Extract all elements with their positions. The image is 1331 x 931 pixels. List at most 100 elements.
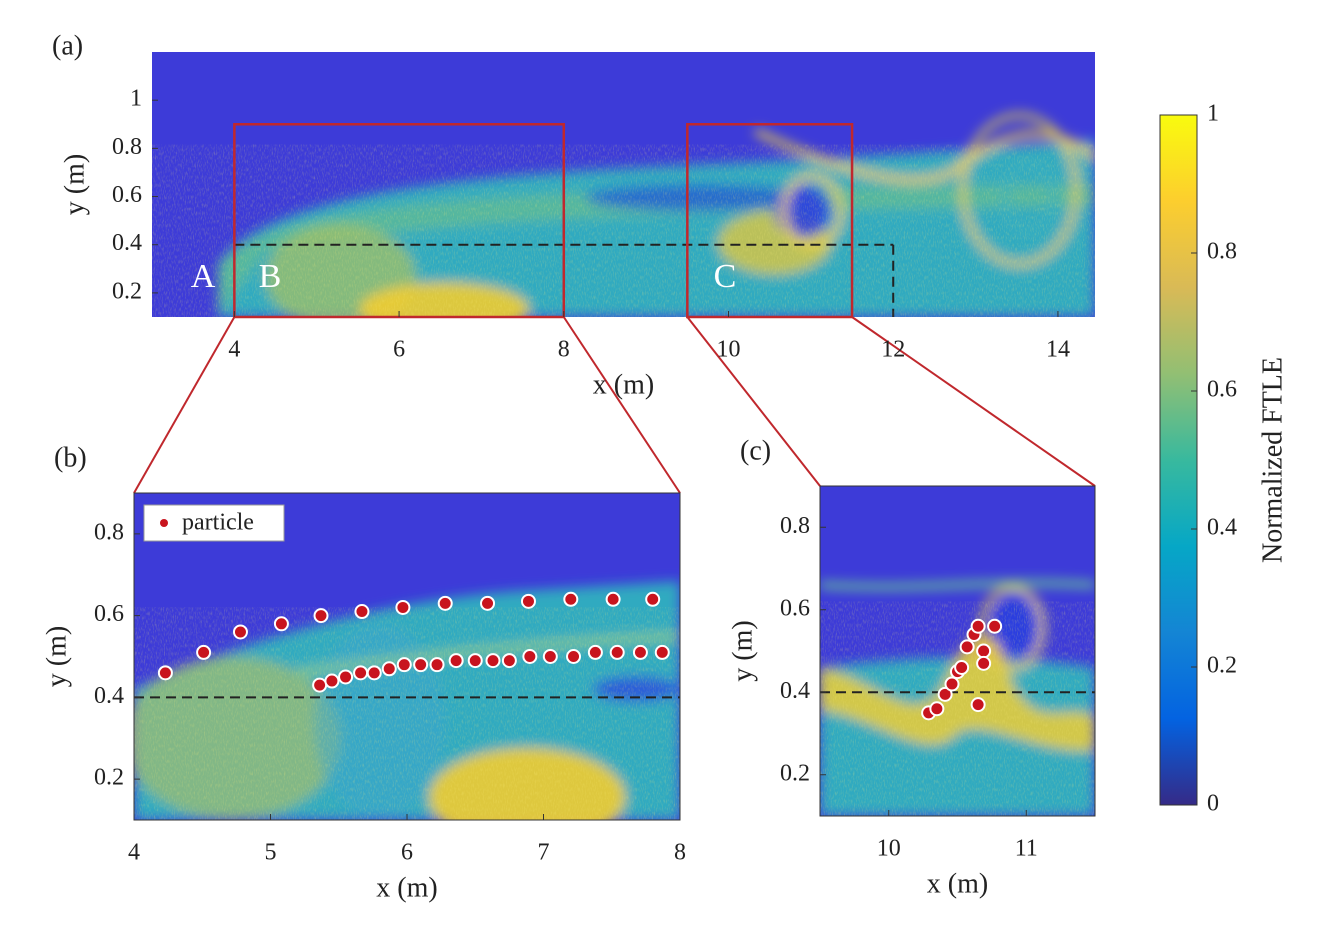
particle — [522, 649, 538, 664]
particle — [501, 653, 517, 669]
particle — [987, 618, 1003, 634]
x-tick-label: 11 — [1015, 836, 1038, 862]
field-grain — [820, 601, 1095, 816]
particle — [937, 686, 953, 702]
particle — [959, 639, 975, 655]
particle — [467, 653, 483, 669]
particle — [970, 618, 986, 634]
particle — [976, 643, 992, 659]
x-axis-label: x (m) — [927, 868, 988, 899]
zoom-connector — [133, 316, 236, 494]
y-tick-label: 0.4 — [112, 230, 142, 256]
y-axis-label: y (m) — [727, 620, 758, 681]
particle — [354, 604, 370, 620]
particle — [338, 669, 354, 685]
particle — [381, 661, 397, 677]
y-tick-label: 0.4 — [780, 678, 810, 704]
legend-label: particle — [182, 510, 254, 536]
plot-frame — [819, 485, 1096, 817]
region-label: B — [259, 258, 282, 295]
field-grain — [152, 144, 1095, 317]
colorbar-tick-label: 1 — [1207, 101, 1219, 127]
particle — [366, 665, 382, 681]
particle — [312, 677, 328, 693]
zoom-connector — [686, 316, 821, 487]
particle — [563, 591, 579, 607]
colorbar-tick-label: 0.4 — [1207, 515, 1237, 541]
particle — [396, 657, 412, 673]
colorbar-tick-label: 0.6 — [1207, 377, 1237, 403]
colorbar-tick-label: 0.8 — [1207, 239, 1237, 265]
panel-label: (b) — [54, 442, 87, 473]
x-tick-label: 8 — [558, 337, 570, 363]
particle — [654, 644, 670, 660]
colorbar-tick-label: 0.2 — [1207, 653, 1237, 679]
x-tick-label: 10 — [717, 337, 741, 363]
y-tick-label: 0.8 — [94, 519, 124, 545]
particle — [273, 616, 289, 632]
x-tick-label: 7 — [538, 840, 550, 866]
heatmap-field — [134, 493, 680, 820]
y-tick-label: 0.6 — [94, 601, 124, 627]
particle — [480, 595, 496, 611]
particle — [632, 644, 648, 660]
particle — [157, 665, 173, 681]
particle — [232, 624, 248, 640]
colorbar-tick-label: 0 — [1207, 791, 1219, 817]
zoom-connector — [562, 316, 681, 494]
y-tick-label: 0.4 — [94, 683, 124, 709]
y-axis-label: y (m) — [59, 154, 90, 215]
particle — [429, 657, 445, 673]
x-tick-label: 4 — [128, 840, 140, 866]
x-tick-label: 10 — [877, 836, 901, 862]
heatmap-field — [152, 52, 1095, 317]
y-tick-label: 0.6 — [112, 182, 142, 208]
x-tick-label: 5 — [265, 840, 277, 866]
zoom-connector — [851, 316, 1096, 487]
particle — [645, 591, 661, 607]
particle — [196, 644, 212, 660]
heatmap-field — [820, 486, 1095, 816]
x-tick-label: 14 — [1046, 337, 1070, 363]
y-tick-label: 0.2 — [780, 760, 810, 786]
y-tick-label: 0.2 — [94, 765, 124, 791]
particle — [954, 660, 970, 675]
particle — [566, 649, 582, 664]
y-tick-label: 1 — [130, 86, 142, 112]
x-tick-label: 4 — [228, 337, 240, 363]
particle — [313, 608, 329, 624]
x-tick-label: 6 — [393, 337, 405, 363]
particle — [976, 655, 992, 671]
field-grain — [134, 607, 680, 820]
particle — [324, 673, 340, 689]
particle — [448, 653, 464, 669]
y-tick-label: 0.8 — [112, 134, 142, 160]
particle — [605, 591, 621, 607]
region-label: C — [714, 258, 737, 295]
y-tick-label: 0.2 — [112, 278, 142, 304]
y-tick-label: 0.6 — [780, 595, 810, 621]
x-tick-label: 6 — [401, 840, 413, 866]
panel-label: (c) — [740, 435, 771, 466]
field-region — [820, 580, 1095, 590]
particle — [413, 657, 429, 673]
particle — [437, 595, 453, 611]
zoom-box — [686, 123, 854, 319]
particle — [609, 644, 625, 660]
particle — [485, 653, 501, 669]
particle — [970, 697, 986, 713]
x-axis-label: x (m) — [593, 369, 654, 400]
particle — [944, 676, 960, 692]
colorbar-label: Normalized FTLE — [1257, 357, 1288, 563]
y-axis-label: y (m) — [41, 626, 72, 687]
particle — [587, 644, 603, 660]
region-label: A — [191, 258, 216, 295]
x-tick-label: 8 — [674, 840, 686, 866]
x-tick-label: 12 — [881, 337, 905, 363]
particle — [542, 649, 558, 664]
particle — [395, 599, 411, 615]
colorbar — [1159, 114, 1198, 806]
particle — [520, 593, 536, 609]
x-axis-label: x (m) — [376, 872, 437, 903]
